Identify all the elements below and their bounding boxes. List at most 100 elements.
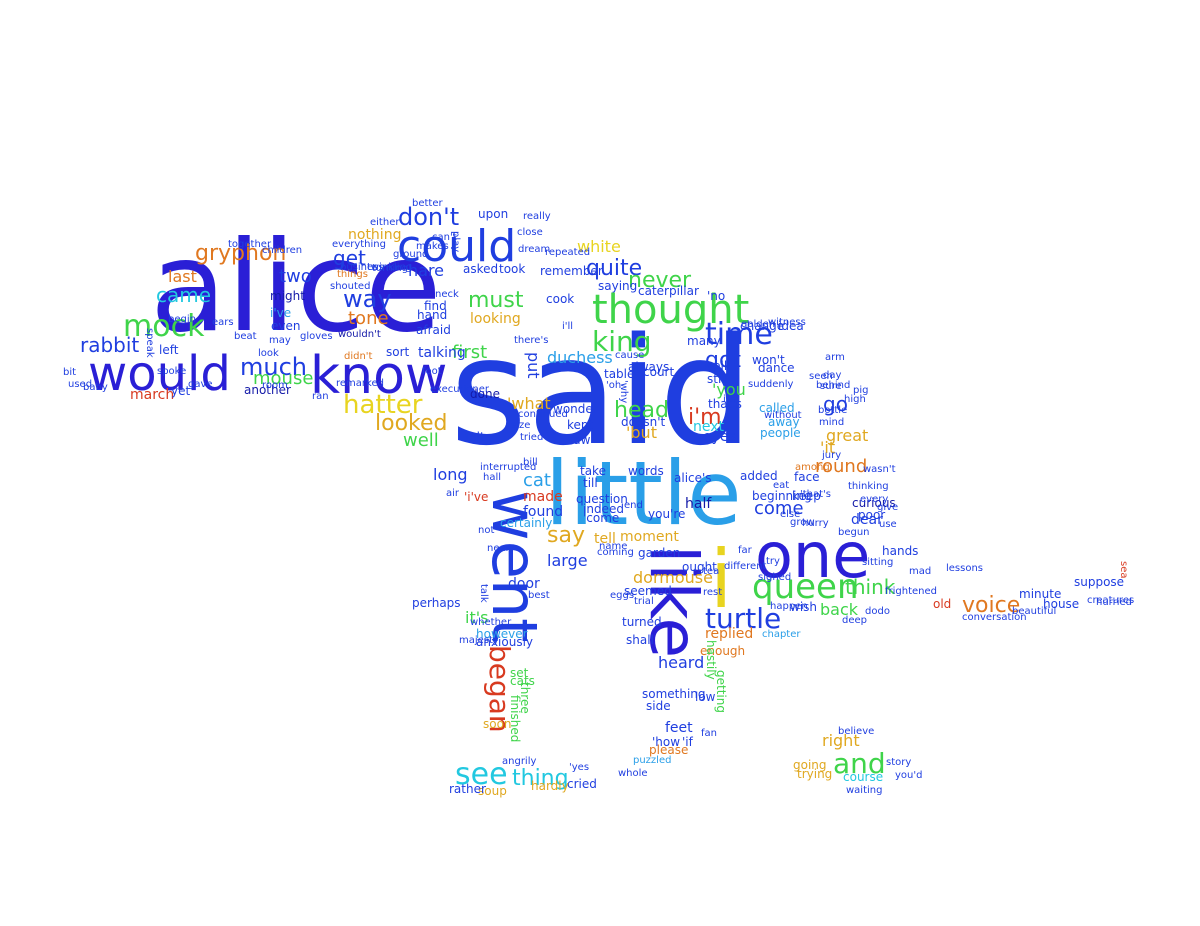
word-neck: neck xyxy=(435,289,459,300)
word-made: made xyxy=(523,489,563,505)
word-begin: begin xyxy=(168,314,196,325)
word-saw: saw xyxy=(567,433,591,447)
word-how: 'how xyxy=(652,735,681,749)
word-last: last xyxy=(168,267,197,286)
word-suppose: suppose xyxy=(1074,575,1125,589)
word-sighed: sighed xyxy=(758,572,792,583)
word-there-s: there's xyxy=(514,335,549,346)
word-old: old xyxy=(933,597,952,611)
word-beginning: beginning xyxy=(752,489,812,503)
word-gryphon: gryphon xyxy=(195,241,287,266)
word-course: course xyxy=(843,770,884,784)
word-round: round xyxy=(815,456,868,477)
word-duchess: duchess xyxy=(547,348,613,367)
word-i-ve: 'i've xyxy=(464,490,489,504)
word-yes: 'yes xyxy=(569,762,590,773)
word-puzzled: puzzled xyxy=(633,755,672,766)
word-caterpillar: caterpillar xyxy=(638,284,699,298)
word-dance: dance xyxy=(758,361,795,375)
word-eggs: eggs xyxy=(610,590,635,601)
word-could: could xyxy=(397,221,517,272)
word-please: please xyxy=(649,743,689,757)
word-among: among xyxy=(795,462,830,473)
word-didn-t: didn't xyxy=(344,351,373,362)
word-better: better xyxy=(412,198,443,209)
word-time: time xyxy=(705,317,773,352)
word-however: however xyxy=(476,627,528,641)
word-perhaps: perhaps xyxy=(412,596,461,610)
word-begun: begun xyxy=(838,527,870,538)
word-and: and xyxy=(833,747,886,780)
word-thinking: thinking xyxy=(848,481,889,492)
word-house: house xyxy=(1043,597,1080,611)
word-mad: mad xyxy=(909,566,932,577)
word-get: get xyxy=(333,246,366,270)
word-conversation: conversation xyxy=(962,612,1027,623)
word-find: find xyxy=(424,299,447,313)
word-trying: trying xyxy=(797,767,833,781)
word-witness: witness xyxy=(768,317,806,328)
word-know: know xyxy=(310,346,448,406)
word-asked: asked xyxy=(463,262,499,276)
word-heard: heard xyxy=(658,653,705,672)
word-seemed: seemed xyxy=(624,584,672,598)
word-would: would xyxy=(88,346,231,402)
word-began: began xyxy=(483,645,516,733)
word-not: not xyxy=(478,525,495,536)
word-dormouse: dormouse xyxy=(633,568,713,587)
word-go: go xyxy=(823,392,848,416)
word-set: set xyxy=(510,666,529,680)
word-room: room xyxy=(262,380,288,391)
word-door: door xyxy=(508,576,540,592)
word-tea: tea xyxy=(703,566,720,577)
word-won-t: won't xyxy=(752,353,785,367)
word-come: come xyxy=(754,498,804,519)
word-dear: dear xyxy=(851,512,883,528)
word-much: much xyxy=(240,353,307,381)
word-lessons: lessons xyxy=(946,563,984,574)
word-take: take xyxy=(580,464,606,478)
word-ground: ground xyxy=(393,249,429,260)
word-certainly: certainly xyxy=(500,516,553,530)
word-indeed: indeed xyxy=(583,502,624,516)
word-alice: alice xyxy=(150,215,442,360)
word-executioner: executioner xyxy=(430,384,489,395)
word-gave: gave xyxy=(188,379,213,390)
word-called: called xyxy=(759,401,795,415)
word-far: far xyxy=(738,545,752,556)
word-right: right xyxy=(822,731,860,750)
word-said: said xyxy=(450,306,753,478)
word-three: three xyxy=(518,682,532,714)
word-looking: looking xyxy=(470,311,521,327)
word-high: high xyxy=(844,394,866,405)
word-makes: makes xyxy=(416,241,449,252)
word-turning: turning xyxy=(372,263,408,274)
word-away: away xyxy=(768,415,800,429)
word-foot: foot xyxy=(422,366,442,377)
word-upon: upon xyxy=(478,207,509,221)
word-interrupted: interrupted xyxy=(480,462,537,473)
word-look: look xyxy=(258,348,279,359)
word-enough: enough xyxy=(700,644,746,658)
word-anxiously: anxiously xyxy=(476,635,534,649)
word-end: end xyxy=(624,500,643,511)
word-you-re: you're xyxy=(648,507,686,521)
word-moment: moment xyxy=(620,529,679,545)
word-keep: keep xyxy=(792,489,821,503)
word-hurried: hurried xyxy=(1096,597,1133,608)
word-oh: 'oh xyxy=(606,380,622,391)
word-idea: idea xyxy=(778,319,804,333)
word-whole: whole xyxy=(618,768,648,779)
word-hare: hare xyxy=(408,261,445,280)
word-air: air xyxy=(446,488,460,499)
word-curious: curious xyxy=(852,496,896,510)
word-white: white xyxy=(577,237,621,256)
word-always: always xyxy=(628,360,670,374)
word-saying: saying xyxy=(598,279,638,293)
word-together: together xyxy=(228,239,272,250)
word-getting: getting xyxy=(714,670,728,713)
word-golden: golden xyxy=(741,319,776,330)
word-voice: voice xyxy=(962,593,1021,618)
word-well: 'well xyxy=(700,359,728,373)
